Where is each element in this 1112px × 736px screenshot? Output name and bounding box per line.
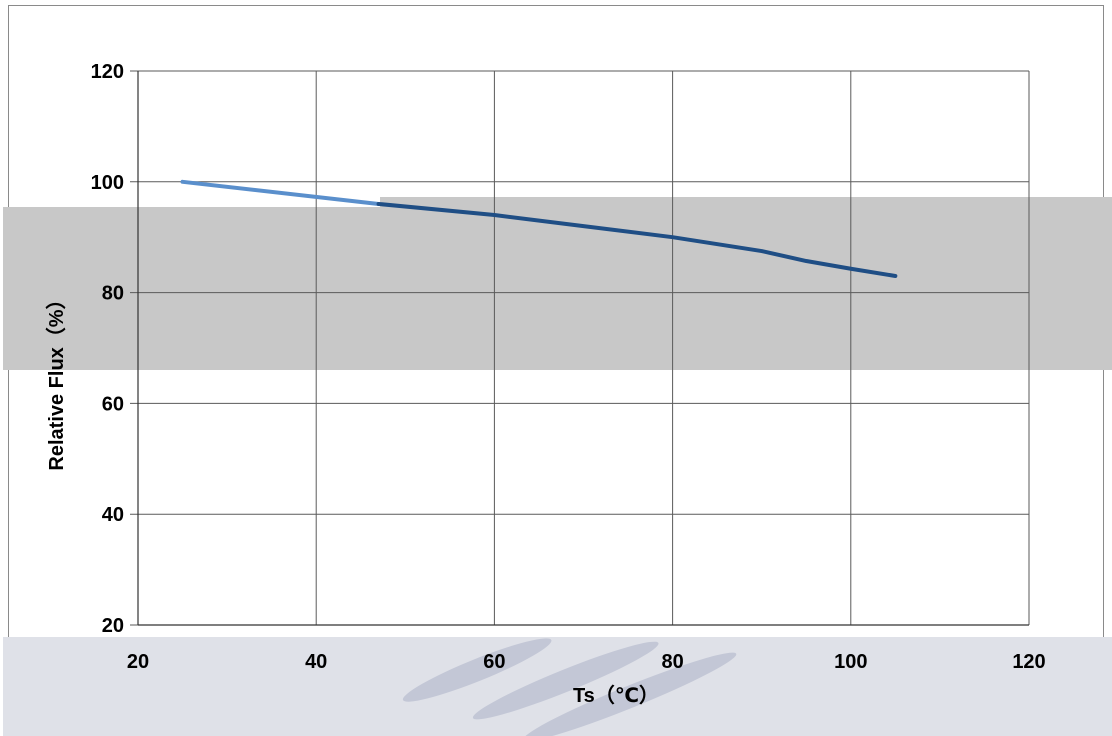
gray-overlay-band xyxy=(3,207,1112,370)
grid-lines xyxy=(130,70,1030,626)
axis-lines xyxy=(137,71,1029,626)
x-tick-label: 40 xyxy=(305,651,327,673)
y-tick-label: 40 xyxy=(102,504,124,526)
x-tick-label: 100 xyxy=(834,651,867,673)
x-tick-label: 120 xyxy=(1012,651,1045,673)
y-tick-label: 100 xyxy=(91,172,124,194)
gray-overlay-band-top xyxy=(380,197,1112,209)
y-tick-labels: 20 40 60 80 100 120 xyxy=(91,61,124,637)
series-line-segment-light xyxy=(180,179,381,206)
series-line-segment-dark xyxy=(376,201,898,278)
y-tick-label: 20 xyxy=(102,615,124,637)
series-line xyxy=(180,179,898,278)
y-tick-label: 80 xyxy=(102,283,124,305)
x-tick-label: 60 xyxy=(483,651,505,673)
watermark-band xyxy=(3,637,1112,736)
chart-frame xyxy=(8,5,1104,736)
x-axis-label: Ts（℃） xyxy=(573,684,659,707)
y-tick-label: 120 xyxy=(91,61,124,83)
y-axis-label: Relative Flux（%） xyxy=(45,289,68,470)
x-tick-label: 80 xyxy=(661,651,683,673)
y-tick-label: 60 xyxy=(102,393,124,415)
x-tick-label: 20 xyxy=(127,651,149,673)
x-tick-labels: 20 40 60 80 100 120 xyxy=(127,651,1046,673)
